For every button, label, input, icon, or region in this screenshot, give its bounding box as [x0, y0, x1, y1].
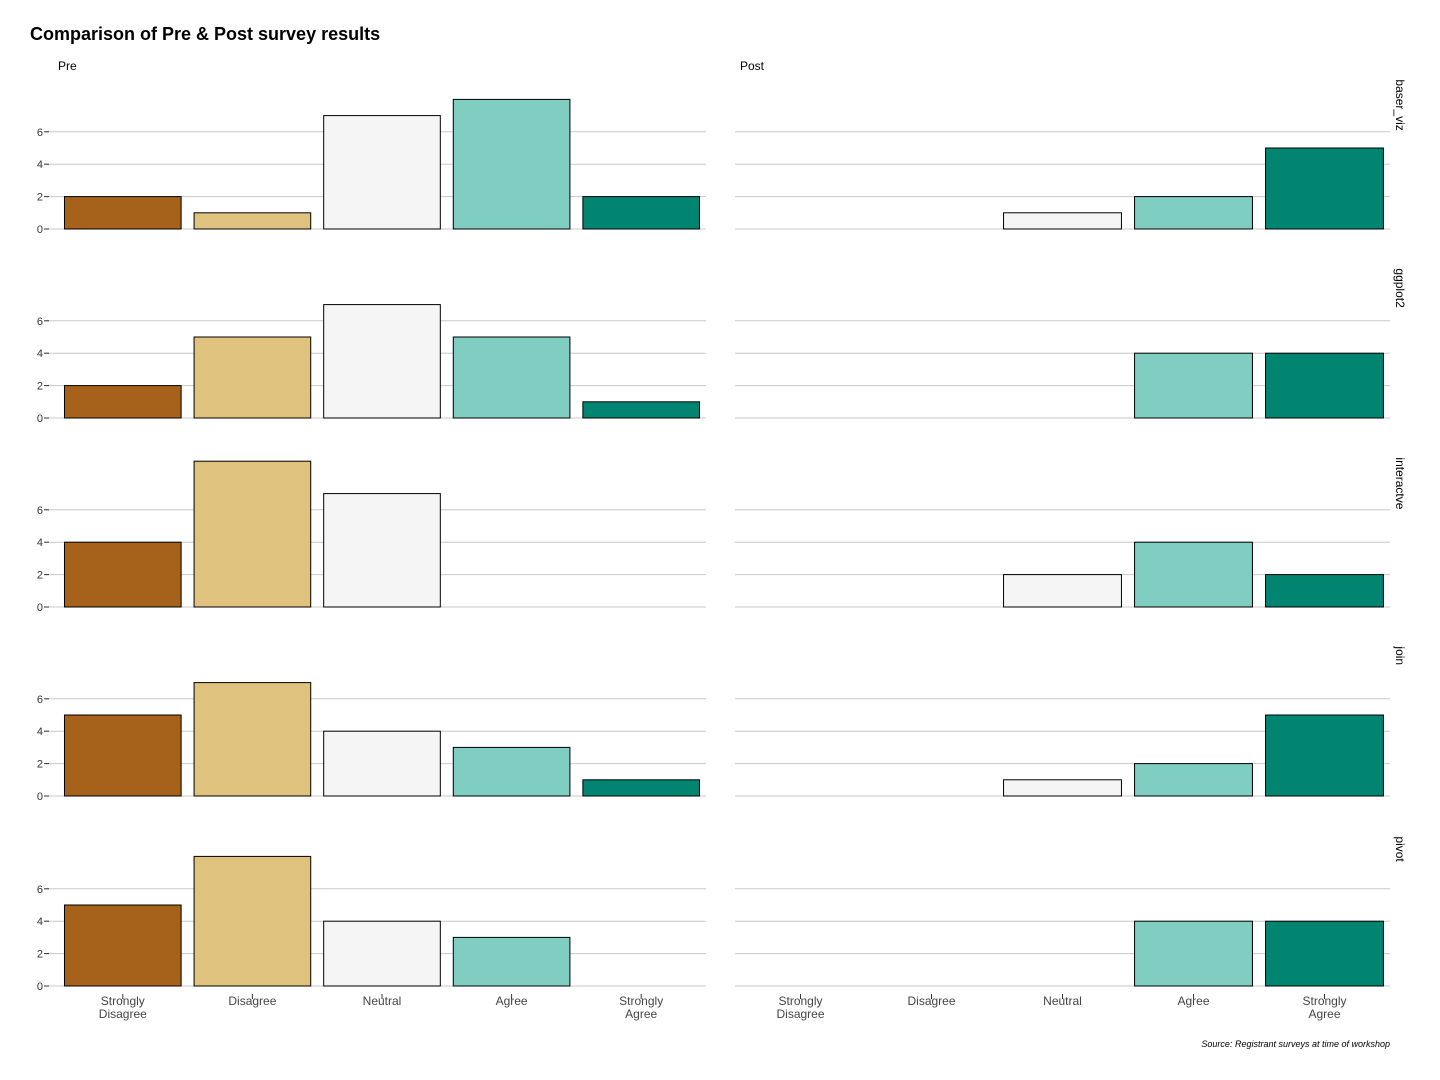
bar-pivot-pre-2 [323, 920, 441, 987]
bar-ggplot2-post-3 [1134, 352, 1253, 419]
bar-join-pre-3 [452, 746, 571, 797]
bar-join-post-4 [1265, 714, 1384, 797]
bar-interactve-post-3 [1134, 541, 1253, 608]
y-tick-label: 0 [37, 413, 43, 425]
bar-baser_viz-post-4 [1265, 147, 1384, 230]
x-tick-label: Disagree [907, 994, 955, 1008]
y-tick-label: 6 [37, 884, 43, 896]
bar-ggplot2-pre-4 [582, 401, 701, 419]
y-tick-label: 4 [37, 159, 43, 171]
bar-join-post-2 [1003, 779, 1122, 797]
bar-join-pre-0 [63, 714, 182, 797]
bar-baser_viz-pre-1 [193, 212, 312, 230]
y-tick-label: 0 [37, 602, 43, 614]
bar-interactve-pre-2 [323, 493, 441, 608]
y-tick-label: 6 [37, 505, 43, 517]
y-tick-label: 6 [37, 316, 43, 328]
bar-baser_viz-post-2 [1003, 212, 1122, 230]
bar-baser_viz-pre-4 [582, 196, 701, 230]
bar-baser_viz-pre-0 [63, 196, 182, 230]
bar-baser_viz-pre-2 [323, 115, 441, 230]
x-tick-label: Strongly Agree [619, 994, 663, 1021]
bar-interactve-post-4 [1265, 574, 1384, 608]
bar-ggplot2-pre-1 [193, 336, 312, 419]
chart-source-note: Source: Registrant surveys at time of wo… [1201, 1039, 1390, 1049]
y-tick-label: 2 [37, 570, 43, 582]
bar-ggplot2-pre-2 [323, 304, 441, 419]
bar-pivot-pre-1 [193, 855, 312, 987]
facet-strip-join: join [1393, 645, 1407, 665]
bar-pivot-pre-0 [63, 904, 182, 987]
facet-strip-ggplot2: ggplot2 [1393, 268, 1407, 308]
bar-pivot-pre-3 [452, 936, 571, 987]
x-tick-label: Disagree [228, 994, 276, 1008]
y-tick-label: 0 [37, 791, 43, 803]
bar-join-pre-1 [193, 682, 312, 797]
bar-baser_viz-pre-3 [452, 98, 571, 230]
bar-ggplot2-pre-0 [63, 385, 182, 419]
y-tick-label: 6 [37, 694, 43, 706]
facet-label-post: Post [740, 59, 765, 73]
bar-interactve-post-2 [1003, 574, 1122, 608]
bar-join-pre-4 [582, 779, 701, 797]
bar-pivot-post-3 [1134, 920, 1253, 987]
bar-interactve-pre-0 [63, 541, 182, 608]
facet-label-pre: Pre [58, 59, 77, 73]
x-tick-label: Neutral [1043, 994, 1082, 1008]
x-tick-label: Strongly Agree [1302, 994, 1346, 1021]
bar-interactve-pre-1 [193, 460, 312, 608]
x-tick-label: Strongly Disagree [776, 994, 824, 1021]
bar-ggplot2-post-4 [1265, 352, 1384, 419]
y-tick-label: 4 [37, 537, 43, 549]
y-tick-label: 6 [37, 127, 43, 139]
y-tick-label: 2 [37, 192, 43, 204]
x-tick-label: Strongly Disagree [99, 994, 147, 1021]
bar-join-post-3 [1134, 763, 1253, 797]
facet-strip-interactve: interactve [1393, 457, 1407, 509]
bar-join-pre-2 [323, 730, 441, 797]
y-tick-label: 0 [37, 981, 43, 993]
facet-strip-pivot: pivot [1393, 836, 1407, 862]
y-tick-label: 2 [37, 759, 43, 771]
bar-pivot-post-4 [1265, 920, 1384, 987]
bar-ggplot2-pre-3 [452, 336, 571, 419]
x-tick-label: Agree [496, 994, 528, 1008]
facet-strip-baser_viz: baser_viz [1393, 79, 1407, 130]
x-tick-label: Neutral [363, 994, 402, 1008]
y-tick-label: 2 [37, 949, 43, 961]
y-tick-label: 4 [37, 348, 43, 360]
bar-baser_viz-post-3 [1134, 196, 1253, 230]
y-tick-label: 0 [37, 224, 43, 236]
y-tick-label: 4 [37, 726, 43, 738]
chart-title: Comparison of Pre & Post survey results [30, 24, 381, 44]
x-tick-label: Agree [1177, 994, 1209, 1008]
y-tick-label: 4 [37, 916, 43, 928]
y-tick-label: 2 [37, 381, 43, 393]
